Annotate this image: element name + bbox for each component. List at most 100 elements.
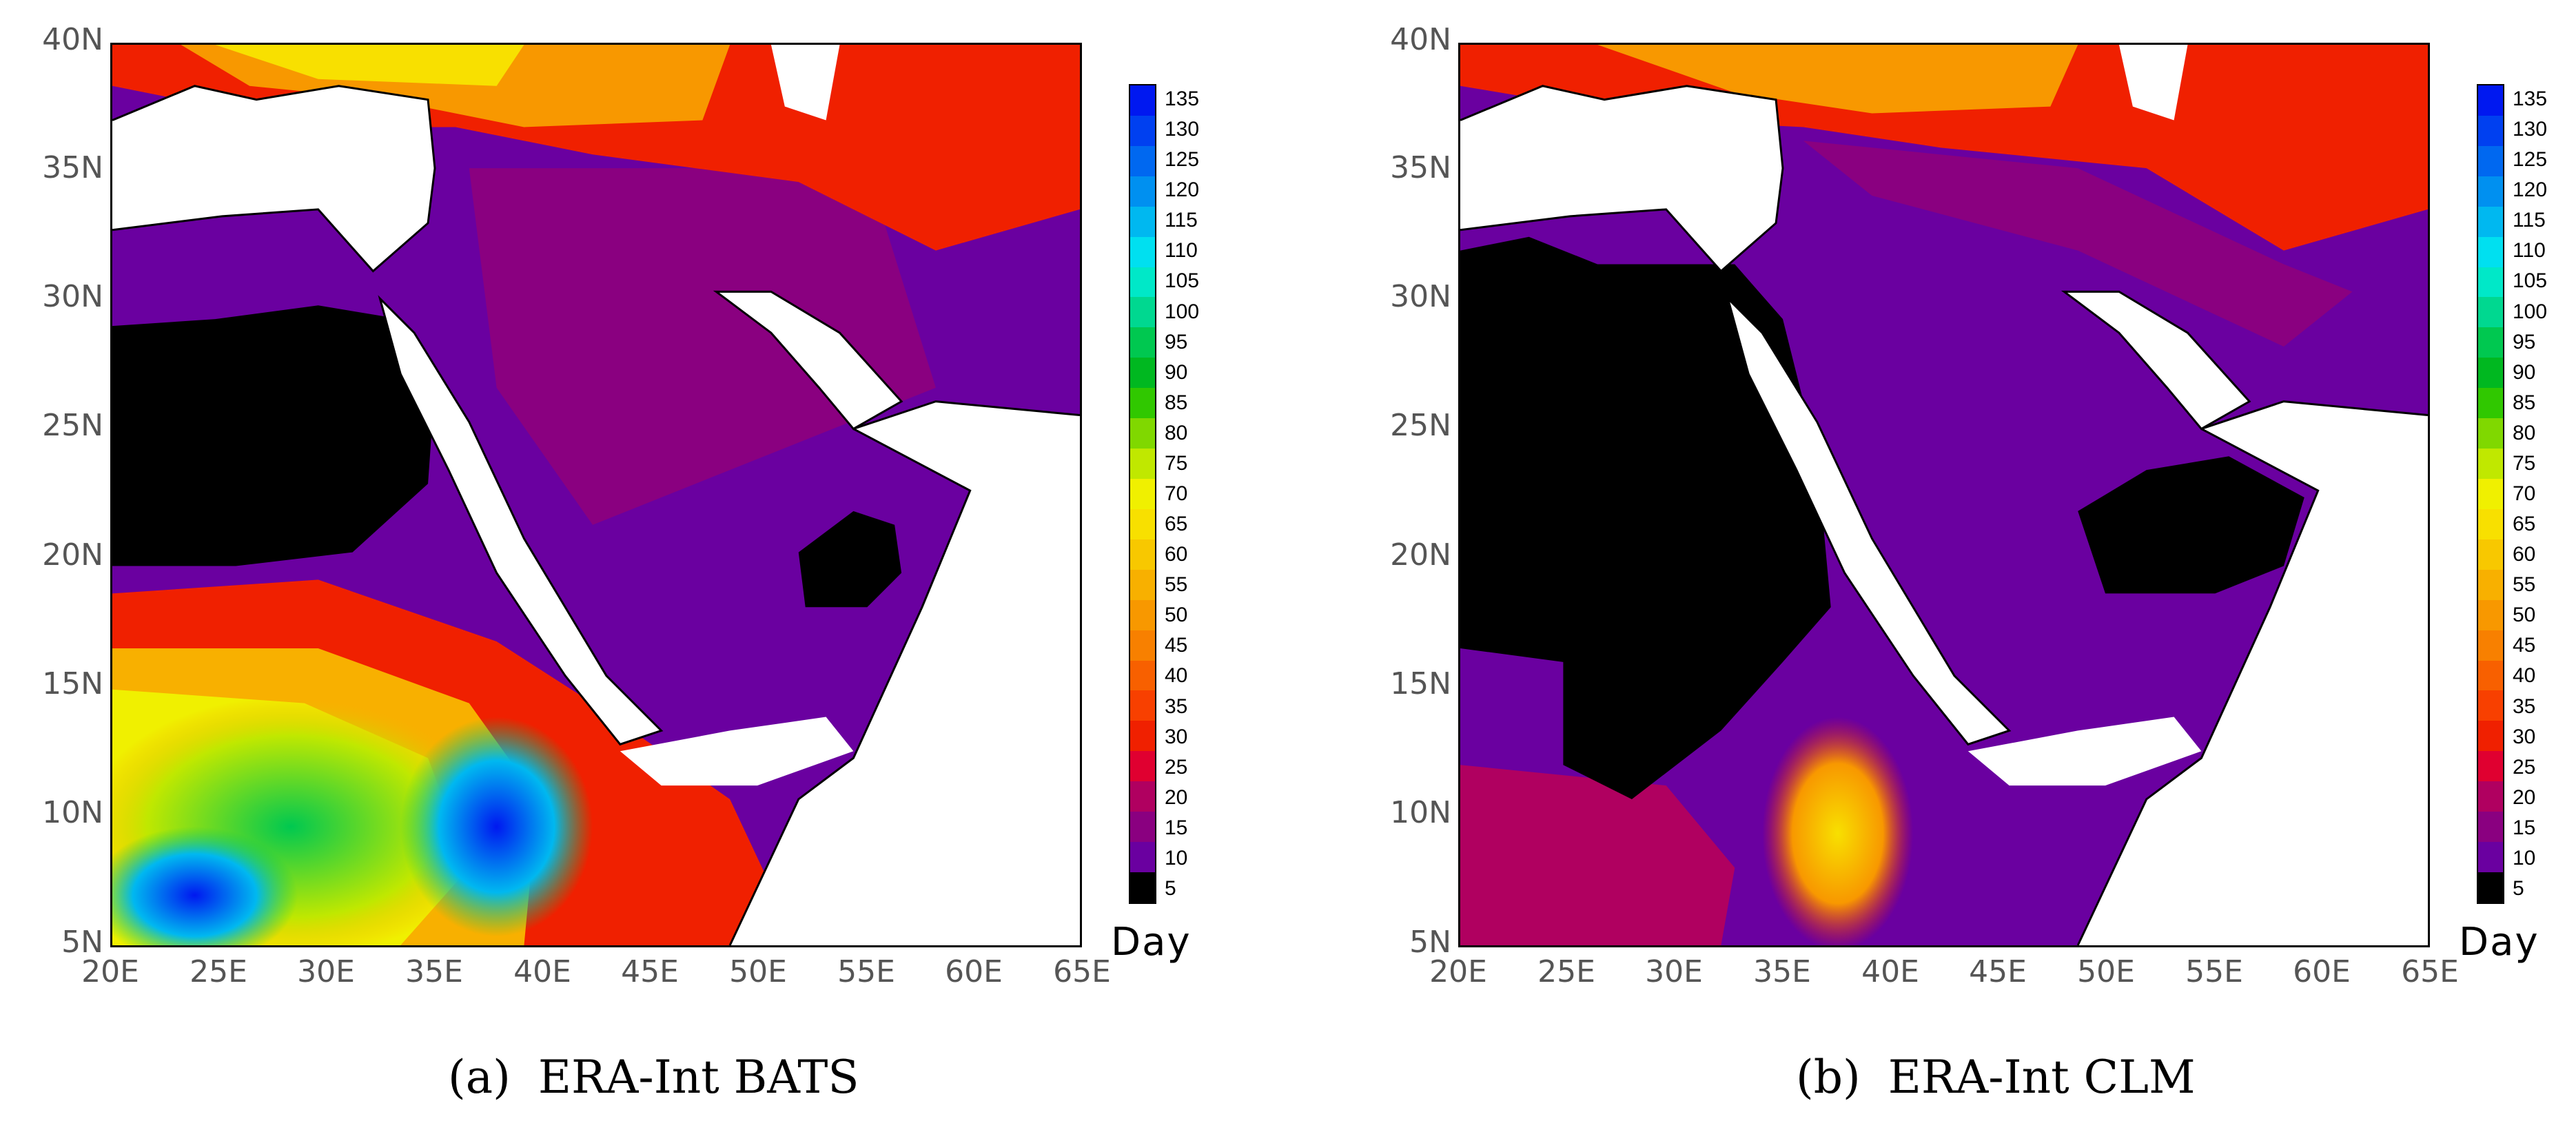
colorbar-label: 80 bbox=[1165, 421, 1188, 444]
colorbar-label: 75 bbox=[1165, 451, 1188, 475]
colorbar-segment bbox=[1130, 690, 1155, 721]
lon-tick: 30E bbox=[297, 954, 355, 989]
colorbar-segment bbox=[1130, 388, 1155, 419]
lon-tick: 50E bbox=[729, 954, 787, 989]
lon-tick: 30E bbox=[1645, 954, 1703, 989]
colorbar-label: 75 bbox=[2513, 451, 2536, 475]
lon-tick: 45E bbox=[621, 954, 679, 989]
colorbar-label: 30 bbox=[1165, 725, 1188, 748]
sahara-black bbox=[112, 305, 435, 566]
colorbar-label: 90 bbox=[1165, 360, 1188, 384]
colorbar-label: 15 bbox=[1165, 816, 1188, 839]
colorbar-segment bbox=[2478, 842, 2503, 872]
colorbar-label: 30 bbox=[2513, 725, 2536, 748]
colorbar-segment bbox=[1130, 508, 1155, 539]
iran-magenta bbox=[1803, 141, 2353, 347]
lon-tick: 20E bbox=[1429, 954, 1487, 989]
ethiopia-yellow bbox=[1762, 717, 1914, 945]
colorbar-label: 70 bbox=[2513, 482, 2536, 505]
colorbar-segment bbox=[2478, 539, 2503, 570]
colorbar-label: 35 bbox=[2513, 694, 2536, 718]
colorbar-segment bbox=[1130, 327, 1155, 358]
lat-tick: 35N bbox=[42, 150, 103, 185]
lon-tick: 20E bbox=[81, 954, 139, 989]
map-b-svg bbox=[1460, 45, 2428, 945]
caption-sub-label: (a) bbox=[448, 1051, 511, 1104]
lat-tick: 15N bbox=[1390, 666, 1451, 701]
colorbar-segment bbox=[2478, 85, 2503, 116]
arabian-sea bbox=[2078, 401, 2428, 945]
colorbar-label: 5 bbox=[2513, 876, 2524, 900]
colorbar-label: 110 bbox=[1165, 239, 1198, 263]
colorbar-label: 120 bbox=[2513, 178, 2548, 202]
colorbar-segment bbox=[1130, 176, 1155, 207]
lat-tick: 10N bbox=[1390, 795, 1451, 830]
colorbar-label: 85 bbox=[1165, 391, 1188, 414]
colorbar-segment bbox=[1130, 599, 1155, 630]
colorbar-segment bbox=[1130, 478, 1155, 509]
colorbar-label: 130 bbox=[2513, 118, 2548, 141]
colorbar-label: 55 bbox=[2513, 573, 2536, 597]
caption-title: ERA-Int BATS bbox=[538, 1051, 859, 1104]
colorbar-segment bbox=[2478, 508, 2503, 539]
lat-tick: 15N bbox=[42, 666, 103, 701]
map-a-svg bbox=[112, 45, 1080, 945]
colorbar-label: 45 bbox=[2513, 634, 2536, 657]
colorbar-label: 10 bbox=[1165, 846, 1188, 869]
caption-b: (b) ERA-Int CLM bbox=[1796, 1051, 2196, 1104]
colorbar-label: 135 bbox=[2513, 88, 2548, 111]
colorbar-segment bbox=[1130, 812, 1155, 843]
colorbar-segment bbox=[2478, 145, 2503, 176]
colorbar-segment bbox=[1130, 236, 1155, 267]
lon-tick: 35E bbox=[405, 954, 463, 989]
sahara-black bbox=[1460, 236, 1831, 799]
colorbar-segment bbox=[1130, 721, 1155, 752]
colorbar-segment bbox=[2478, 690, 2503, 721]
empty-quarter-black bbox=[2078, 456, 2304, 594]
colorbar-segment bbox=[1130, 449, 1155, 479]
colorbar-segment bbox=[1130, 297, 1155, 328]
colorbar-segment bbox=[1130, 206, 1155, 237]
map-b bbox=[1458, 43, 2430, 947]
colorbar-segment bbox=[2478, 449, 2503, 479]
north-yellow bbox=[215, 45, 524, 86]
colorbar-segment bbox=[1130, 872, 1155, 903]
lat-tick: 20N bbox=[42, 537, 103, 573]
lat-tick: 40N bbox=[42, 22, 103, 57]
colorbar-label: 105 bbox=[1165, 269, 1200, 293]
colorbar-segment bbox=[1130, 145, 1155, 176]
colorbar-segment bbox=[1130, 569, 1155, 600]
colorbar-segment bbox=[2478, 176, 2503, 207]
caption-sub-label: (b) bbox=[1796, 1051, 1861, 1104]
colorbar-segment bbox=[2478, 388, 2503, 419]
lon-tick: 60E bbox=[945, 954, 1003, 989]
colorbar-segment bbox=[2478, 327, 2503, 358]
colorbar-label: 110 bbox=[2513, 239, 2546, 263]
colorbar-label: 120 bbox=[1165, 178, 1200, 202]
caption-a: (a) ERA-Int BATS bbox=[448, 1051, 859, 1104]
colorbar-label: 50 bbox=[2513, 604, 2536, 627]
lat-tick: 30N bbox=[42, 279, 103, 314]
red-sea bbox=[1728, 298, 2010, 745]
arabian-sea bbox=[730, 401, 1080, 945]
lat-tick: 40N bbox=[1390, 22, 1451, 57]
red-sea bbox=[380, 298, 662, 745]
arabia-region bbox=[469, 168, 936, 525]
colorbar-segment bbox=[2478, 721, 2503, 752]
mediterranean-sea bbox=[112, 85, 435, 271]
colorbar-label: 130 bbox=[1165, 118, 1200, 141]
colorbar-segment bbox=[1130, 85, 1155, 116]
lon-tick: 40E bbox=[1861, 954, 1919, 989]
colorbar-segment bbox=[2478, 115, 2503, 146]
colorbar-label: 135 bbox=[1165, 88, 1200, 111]
colorbar-label: 45 bbox=[1165, 634, 1188, 657]
colorbar-label: 10 bbox=[2513, 846, 2536, 869]
colorbar-label: 20 bbox=[1165, 785, 1188, 809]
colorbar-label: 125 bbox=[2513, 148, 2548, 172]
lon-tick: 55E bbox=[2185, 954, 2243, 989]
colorbar-label: 100 bbox=[1165, 300, 1200, 323]
colorbar-label: 100 bbox=[2513, 300, 2548, 323]
caption-title: ERA-Int CLM bbox=[1888, 1051, 2196, 1104]
gulf-of-aden bbox=[1967, 717, 2202, 786]
lat-tick: 25N bbox=[42, 408, 103, 443]
